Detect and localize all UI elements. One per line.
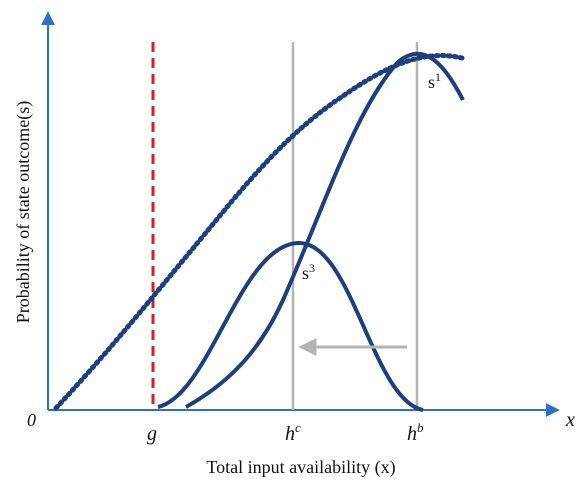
tick-hc-base: h [285,423,295,445]
tick-hb-sup: b [417,420,424,435]
curve-s3 [157,240,424,412]
label-s3: s3 [302,261,315,283]
curve-s1 [185,51,465,409]
tick-label-g: g [147,423,157,445]
label-s3-sup: 3 [309,261,315,275]
label-s1: s1 [428,70,441,92]
x-axis-label: Total input availability (x) [206,457,395,478]
tick-hc-sup: c [295,420,301,435]
label-s1-base: s [428,72,435,92]
tick-label-hb: hb [407,420,424,445]
y-axis-label: Probability of state outcome(s) [13,101,34,323]
label-s1-sup: 1 [435,70,441,84]
dotted-curve [53,53,465,411]
tick-hb-base: h [407,423,417,445]
x-axis-end-label: x [565,409,575,431]
origin-label: 0 [27,410,36,430]
label-s3-base: s [302,263,309,283]
tick-label-hc: hc [285,420,301,445]
